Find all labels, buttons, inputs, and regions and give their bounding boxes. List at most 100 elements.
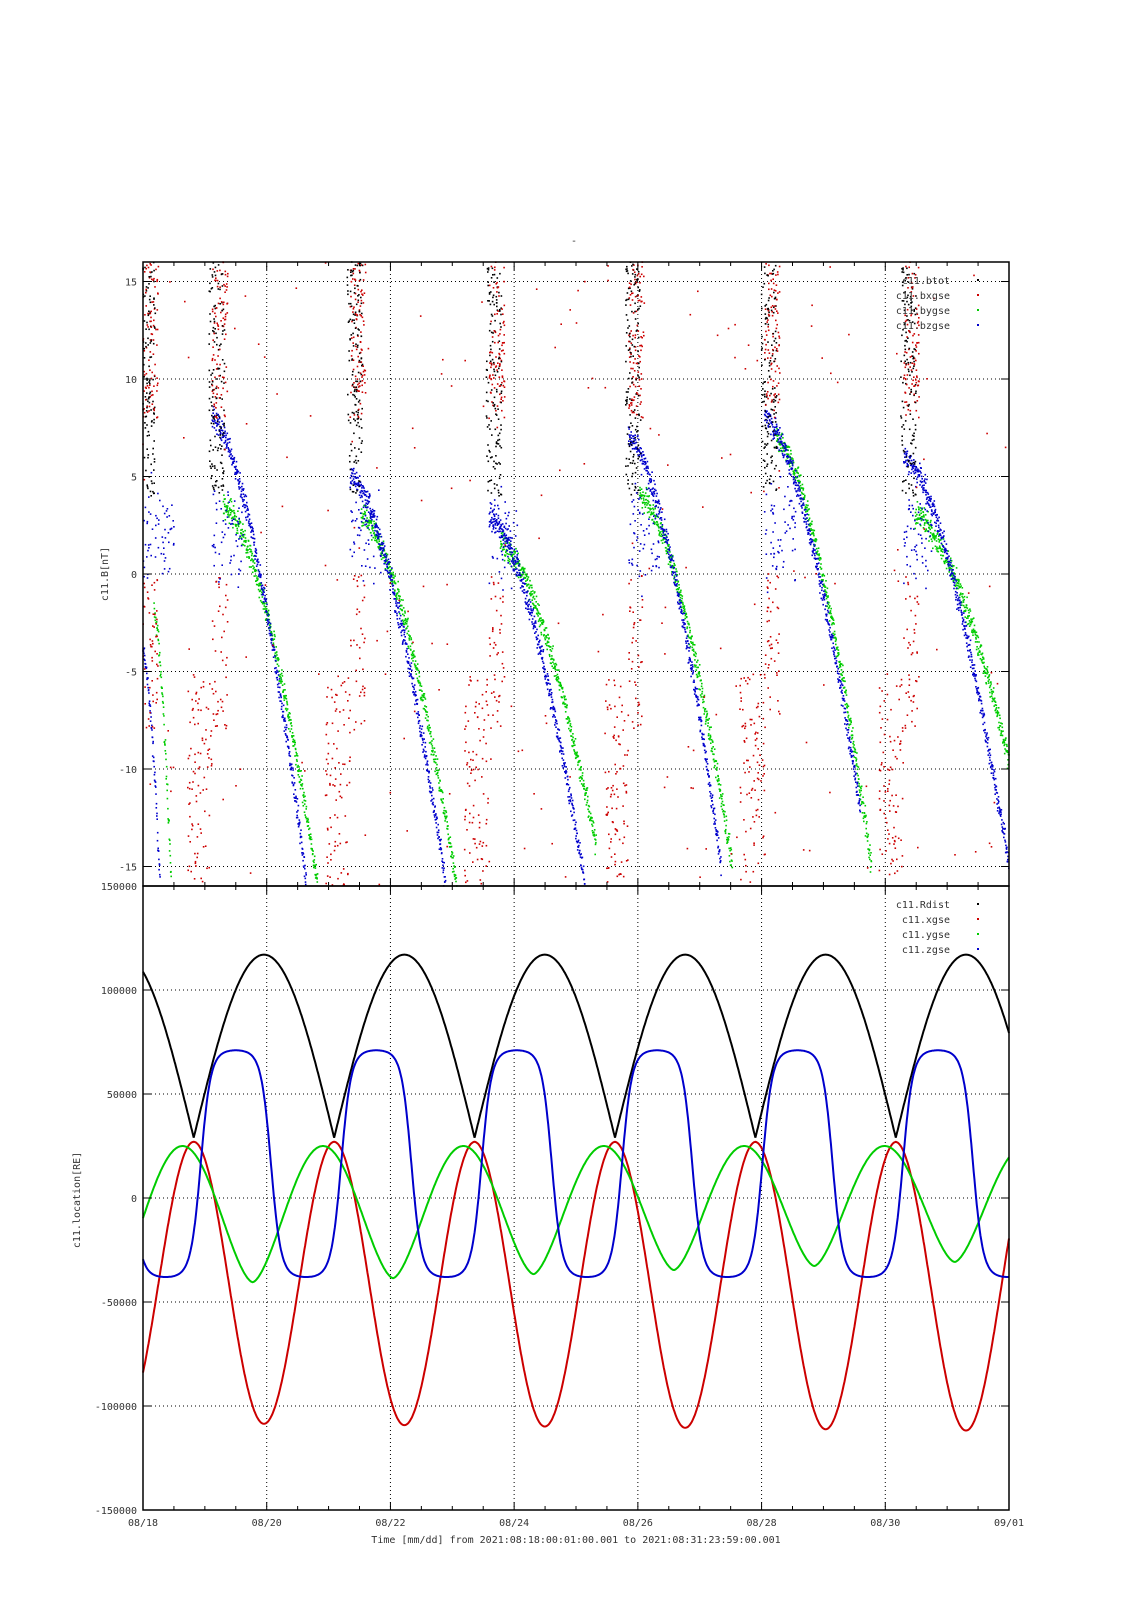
bygse-point bbox=[566, 718, 569, 720]
bygse-point bbox=[677, 591, 680, 594]
bzgse-point bbox=[549, 689, 551, 691]
btot-point bbox=[496, 390, 498, 393]
bxgse-point bbox=[493, 674, 496, 676]
bygse-point bbox=[549, 649, 552, 651]
bygse-point bbox=[246, 556, 248, 558]
bzgse-point bbox=[355, 471, 358, 474]
bzgse-point bbox=[648, 487, 650, 490]
bygse-point bbox=[250, 549, 252, 551]
bzgse-point bbox=[229, 437, 231, 440]
btot-point bbox=[210, 401, 213, 404]
bygse-point bbox=[729, 849, 731, 852]
btot-point bbox=[153, 458, 156, 460]
bzgse-point bbox=[655, 495, 658, 497]
btot-point bbox=[214, 307, 217, 310]
bzgse-point bbox=[373, 512, 375, 515]
bzgse-point bbox=[490, 519, 492, 521]
btot-point bbox=[633, 489, 636, 491]
btot-point bbox=[146, 424, 148, 426]
btot-point bbox=[210, 374, 212, 376]
bxgse-point bbox=[468, 751, 470, 754]
bzgse-point bbox=[512, 568, 515, 570]
bygse-point bbox=[726, 842, 728, 844]
bzgse-point bbox=[708, 776, 710, 778]
bzgse-point bbox=[297, 825, 300, 828]
bygse-point bbox=[453, 873, 456, 876]
bzgse-point bbox=[388, 561, 391, 563]
bygse-point bbox=[538, 625, 541, 628]
btot-point bbox=[147, 456, 149, 459]
bygse-point bbox=[410, 637, 412, 639]
bxgse-point bbox=[150, 645, 152, 648]
bzgse-point bbox=[537, 634, 539, 637]
bzgse-point bbox=[363, 549, 366, 551]
btot-point bbox=[148, 396, 150, 398]
btot-point bbox=[492, 332, 494, 334]
bxgse-point bbox=[488, 637, 491, 639]
btot-point bbox=[211, 383, 213, 386]
bzgse-point bbox=[158, 868, 160, 871]
bygse-point bbox=[533, 592, 536, 594]
bxgse-point bbox=[363, 324, 365, 326]
bygse-point bbox=[722, 813, 725, 815]
bzgse-point bbox=[371, 516, 374, 518]
bzgse-point bbox=[664, 533, 667, 536]
bzgse-point bbox=[227, 527, 230, 529]
bzgse-point bbox=[658, 513, 660, 515]
bygse-point bbox=[393, 582, 395, 584]
bygse-point bbox=[648, 495, 650, 497]
bxgse-point bbox=[472, 816, 475, 819]
bzgse-point bbox=[226, 432, 229, 435]
btot-point bbox=[489, 323, 492, 325]
bxgse-point bbox=[359, 341, 362, 343]
bzgse-point bbox=[230, 555, 232, 558]
bygse-point bbox=[226, 508, 228, 511]
bygse-point bbox=[706, 712, 709, 715]
bzgse-point bbox=[644, 463, 646, 466]
bzgse-point bbox=[211, 425, 214, 428]
btot-point bbox=[219, 288, 221, 291]
bzgse-point bbox=[239, 472, 241, 474]
bxgse-point bbox=[150, 264, 152, 266]
bxgse-point bbox=[329, 782, 331, 785]
bzgse-point bbox=[398, 602, 400, 604]
bxgse-point bbox=[490, 366, 492, 369]
bzgse-point bbox=[226, 444, 228, 446]
btot-point bbox=[143, 357, 146, 359]
bzgse-point bbox=[212, 420, 214, 422]
btot-point bbox=[210, 467, 212, 469]
bzgse-point bbox=[217, 418, 219, 421]
bzgse-point bbox=[240, 538, 243, 540]
bxgse-point bbox=[632, 268, 634, 271]
bygse-point bbox=[401, 619, 404, 621]
bzgse-point bbox=[689, 658, 691, 660]
bygse-point bbox=[227, 512, 230, 514]
bxgse-point bbox=[325, 794, 328, 796]
bxgse-point bbox=[353, 284, 356, 286]
bygse-point bbox=[280, 677, 282, 679]
btot-point bbox=[498, 348, 501, 350]
bxgse-point bbox=[148, 277, 151, 279]
btot-point bbox=[214, 446, 217, 448]
btot-point bbox=[359, 380, 362, 383]
bygse-point bbox=[524, 576, 527, 579]
bygse-point bbox=[165, 752, 167, 755]
bxgse-point bbox=[361, 316, 364, 319]
bygse-point bbox=[715, 760, 718, 762]
bzgse-point bbox=[379, 554, 382, 557]
bygse-point bbox=[440, 798, 442, 800]
bzgse-point bbox=[678, 595, 680, 598]
bygse-point bbox=[283, 695, 285, 697]
btot-point bbox=[143, 456, 146, 459]
bxgse-point bbox=[225, 724, 228, 727]
btot-point bbox=[150, 409, 152, 411]
bxgse-point bbox=[489, 643, 491, 646]
bzgse-point bbox=[212, 545, 215, 548]
bzgse-point bbox=[353, 467, 355, 470]
bxgse-point bbox=[220, 394, 223, 396]
bzgse-point bbox=[441, 860, 443, 862]
bygse-point bbox=[453, 865, 455, 867]
bxgse-point bbox=[339, 795, 342, 798]
bzgse-point bbox=[579, 842, 581, 844]
btot-point bbox=[145, 286, 148, 288]
